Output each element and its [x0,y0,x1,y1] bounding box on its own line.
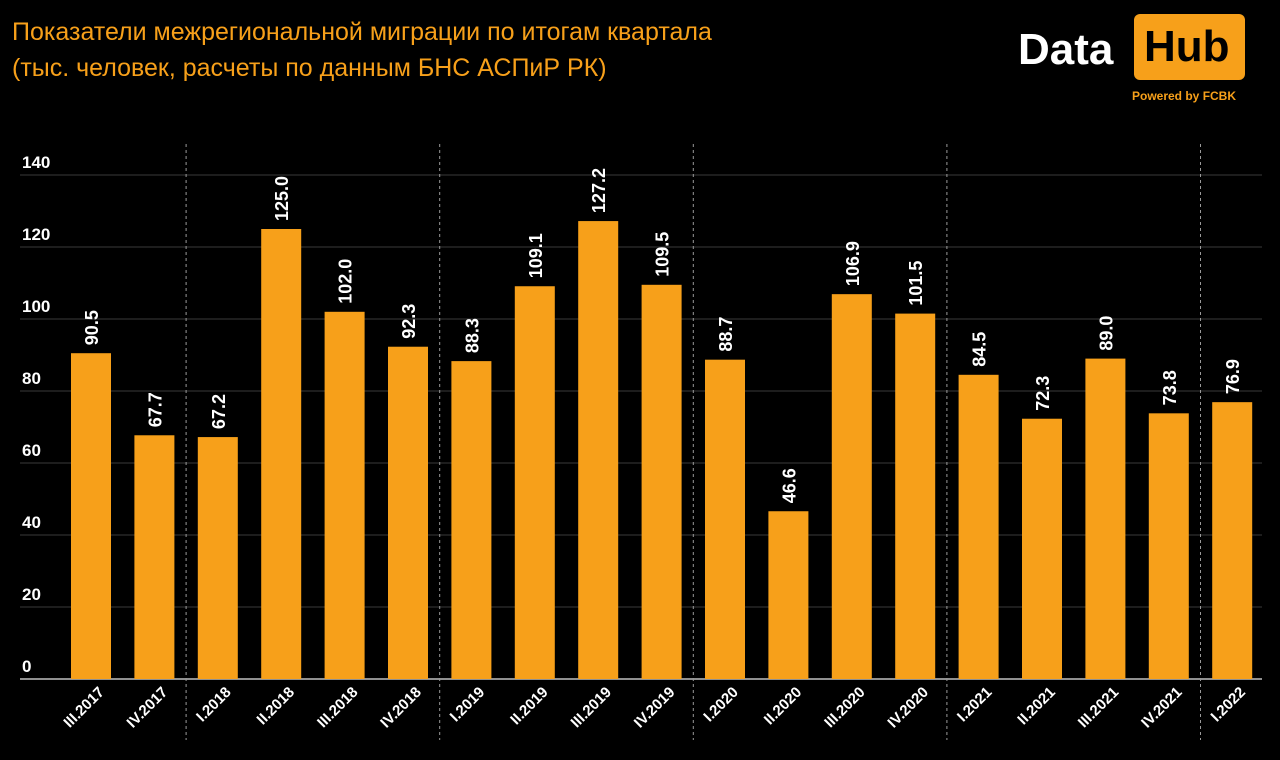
x-tick-label: IV.2017 [124,684,172,732]
title-line-1: Показатели межрегиональной миграции по и… [12,18,712,46]
bar [197,437,238,679]
bar [1148,413,1189,679]
x-tick-label: IV.2019 [631,684,679,732]
y-tick-label: 20 [22,585,41,604]
bar-value-label: 89.0 [1096,316,1116,351]
y-tick-label: 120 [22,225,50,244]
logo-powered-by: Powered by FCBK [1132,89,1237,103]
bar-value-label: 90.5 [82,310,102,345]
x-tick-label: III.2017 [60,684,107,731]
bar [641,284,682,679]
x-tick-label: I.2018 [193,684,235,726]
x-tick-label: III.2019 [568,684,615,731]
bar [1085,358,1126,679]
bar-value-label: 46.6 [779,468,799,503]
bar [451,361,492,679]
bar [958,374,999,679]
bar-value-label: 73.8 [1160,370,1180,405]
bar-value-label: 84.5 [970,332,990,367]
bar [134,435,175,679]
x-tick-label: III.2021 [1075,684,1122,731]
bar [388,346,428,679]
logo-word-hub: Hub [1144,22,1230,71]
y-tick-label: 60 [22,441,41,460]
x-tick-label: I.2019 [447,684,489,726]
logo-word-data: Data [1018,25,1114,74]
bar [1212,402,1253,679]
bar-value-label: 127.2 [589,168,609,213]
x-tick-label: III.2018 [314,684,361,731]
bar [71,353,111,679]
bar [705,359,745,679]
x-tick-label: II.2020 [761,684,805,728]
chart-title: Показатели межрегиональной миграции по и… [12,14,712,86]
x-tick-label: I.2021 [954,684,996,726]
title-line-2: (тыс. человек, расчеты по данным БНС АСП… [12,54,607,82]
bar-value-label: 101.5 [906,261,926,306]
bar-value-label: 88.7 [716,317,736,352]
bar-value-label: 72.3 [1033,376,1053,411]
logo-hub-box: Hub [1134,14,1245,80]
y-tick-label: 40 [22,513,41,532]
bar [768,511,809,679]
x-tick-label: IV.2020 [884,684,932,732]
bar [514,286,555,679]
bar-value-label: 125.0 [272,176,292,221]
y-tick-label: 100 [22,297,50,316]
x-tick-label: II.2021 [1014,684,1058,728]
x-tick-label: IV.2021 [1138,684,1186,732]
bar-value-label: 109.1 [526,233,546,278]
x-tick-label: II.2019 [507,684,551,728]
x-tick-label: IV.2018 [377,684,425,732]
bar-value-label: 102.0 [336,259,356,304]
datahub-logo: Data Hub Powered by FCBK [1014,14,1254,106]
bar [831,294,872,679]
bar-value-label: 76.9 [1223,359,1243,394]
x-tick-label: I.2020 [700,684,742,726]
bar [1022,418,1062,679]
bar [895,313,936,679]
x-tick-label: II.2018 [254,684,298,728]
bar-value-label: 109.5 [653,232,673,277]
bar-value-label: 67.2 [209,394,229,429]
bar [261,229,302,679]
bar-value-label: 88.3 [462,318,482,353]
bar-value-label: 92.3 [399,304,419,339]
y-tick-label: 140 [22,153,50,172]
x-tick-label: I.2022 [1208,684,1250,726]
y-tick-label: 0 [22,657,31,676]
x-tick-label: III.2020 [821,684,868,731]
y-tick-label: 80 [22,369,41,388]
bar-value-label: 67.7 [145,392,165,427]
bar-value-label: 106.9 [843,241,863,286]
bar [578,221,619,679]
bar [324,311,365,679]
